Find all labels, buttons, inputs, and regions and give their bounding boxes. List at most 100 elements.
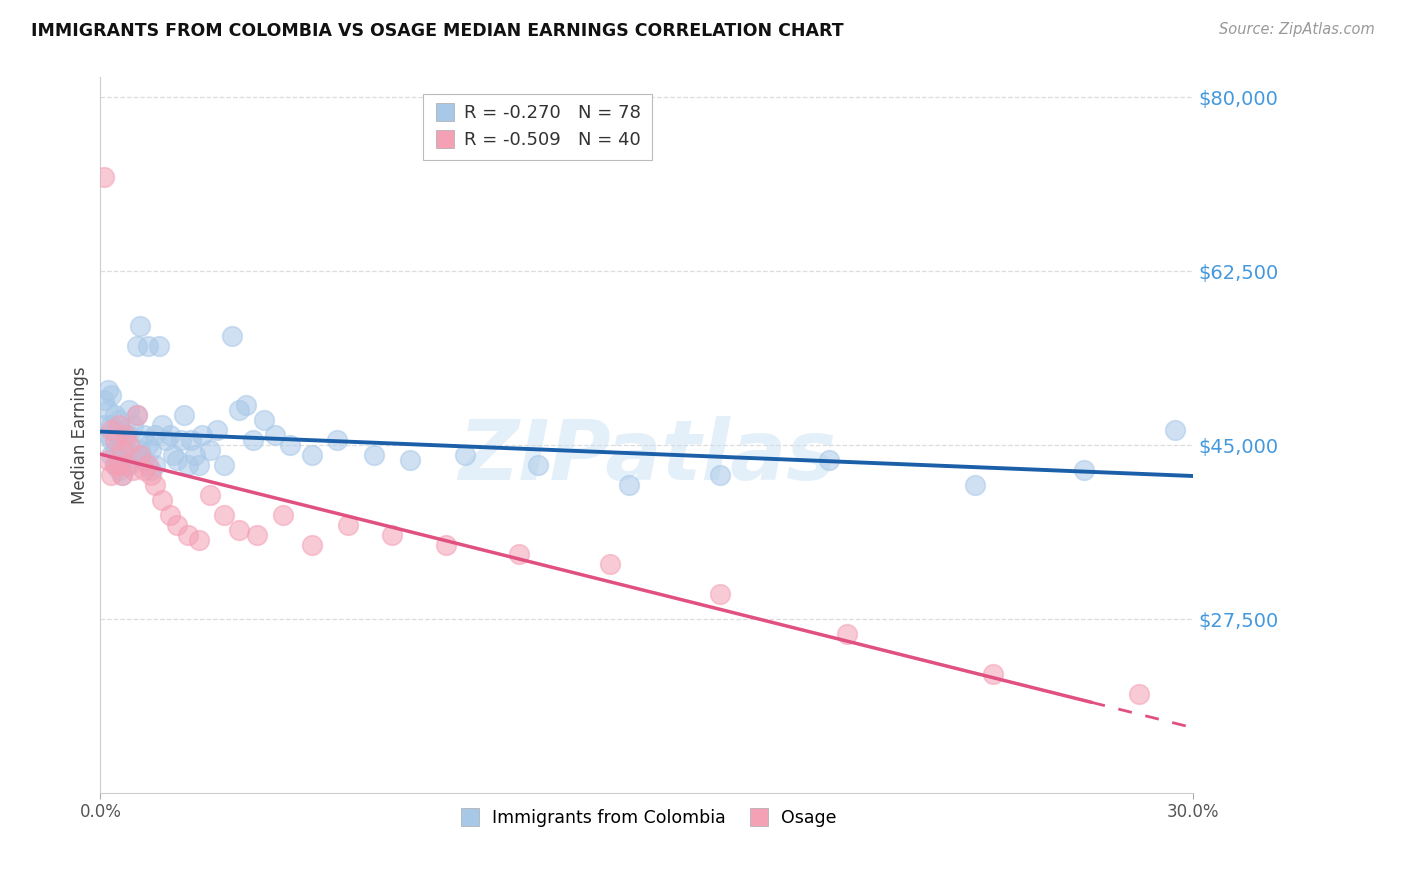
Point [337, 517, 360, 532]
Point [228, 403, 250, 417]
Point [107, 448, 129, 462]
Text: IMMIGRANTS FROM COLOMBIA VS OSAGE MEDIAN EARNINGS CORRELATION CHART: IMMIGRANTS FROM COLOMBIA VS OSAGE MEDIAN… [31, 22, 844, 40]
Point [115, 458, 138, 472]
Point [526, 458, 548, 472]
Point [246, 527, 269, 541]
Point [148, 339, 170, 353]
Point [111, 467, 134, 482]
Point [107, 463, 129, 477]
Point [107, 418, 129, 433]
Point [301, 537, 323, 551]
Point [111, 467, 134, 482]
Legend: Immigrants from Colombia, Osage: Immigrants from Colombia, Osage [450, 803, 844, 834]
Point [125, 339, 148, 353]
Point [301, 448, 323, 462]
Point [125, 409, 148, 423]
Point [122, 418, 145, 433]
Point [326, 433, 349, 447]
Point [100, 423, 122, 437]
Point [155, 433, 177, 447]
Point [169, 433, 191, 447]
Point [508, 548, 530, 562]
Point [100, 448, 122, 462]
Point [198, 443, 221, 458]
Point [143, 458, 166, 472]
Point [118, 458, 141, 472]
Point [187, 533, 209, 547]
Point [107, 428, 129, 442]
Point [132, 428, 155, 442]
Point [107, 413, 129, 427]
Point [118, 403, 141, 417]
Point [125, 409, 148, 423]
Point [184, 448, 207, 462]
Point [228, 523, 250, 537]
Point [97, 384, 120, 398]
Point [118, 438, 141, 452]
Point [132, 453, 155, 467]
Point [143, 478, 166, 492]
Point [271, 508, 294, 522]
Point [100, 418, 122, 433]
Point [837, 627, 859, 641]
Point [129, 443, 152, 458]
Point [709, 587, 731, 601]
Point [136, 339, 159, 353]
Point [191, 428, 214, 442]
Point [242, 433, 264, 447]
Point [93, 418, 115, 433]
Point [141, 463, 163, 477]
Point [150, 492, 173, 507]
Point [264, 428, 287, 442]
Point [111, 443, 134, 458]
Point [122, 463, 145, 477]
Point [150, 418, 173, 433]
Point [111, 438, 134, 452]
Point [617, 478, 640, 492]
Point [177, 527, 200, 541]
Point [363, 448, 385, 462]
Point [198, 488, 221, 502]
Point [981, 666, 1004, 681]
Point [122, 448, 145, 462]
Point [141, 467, 163, 482]
Point [100, 433, 122, 447]
Point [221, 328, 243, 343]
Point [97, 403, 120, 417]
Point [381, 527, 404, 541]
Point [278, 438, 301, 452]
Text: Source: ZipAtlas.com: Source: ZipAtlas.com [1219, 22, 1375, 37]
Point [159, 428, 181, 442]
Point [107, 453, 129, 467]
Point [107, 458, 129, 472]
Y-axis label: Median Earnings: Median Earnings [72, 367, 89, 504]
Point [212, 458, 235, 472]
Point [125, 448, 148, 462]
Point [104, 443, 127, 458]
Point [93, 169, 115, 184]
Point [1164, 423, 1187, 437]
Point [97, 453, 120, 467]
Point [141, 443, 163, 458]
Point [136, 438, 159, 452]
Point [129, 318, 152, 333]
Point [136, 458, 159, 472]
Point [177, 458, 200, 472]
Point [111, 423, 134, 437]
Point [963, 478, 986, 492]
Point [143, 428, 166, 442]
Point [205, 423, 228, 437]
Point [118, 428, 141, 442]
Point [454, 448, 477, 462]
Point [97, 428, 120, 442]
Point [115, 443, 138, 458]
Point [599, 558, 621, 572]
Point [253, 413, 276, 427]
Point [132, 463, 155, 477]
Point [166, 517, 188, 532]
Point [93, 393, 115, 408]
Point [818, 453, 841, 467]
Point [111, 453, 134, 467]
Point [173, 409, 195, 423]
Point [104, 458, 127, 472]
